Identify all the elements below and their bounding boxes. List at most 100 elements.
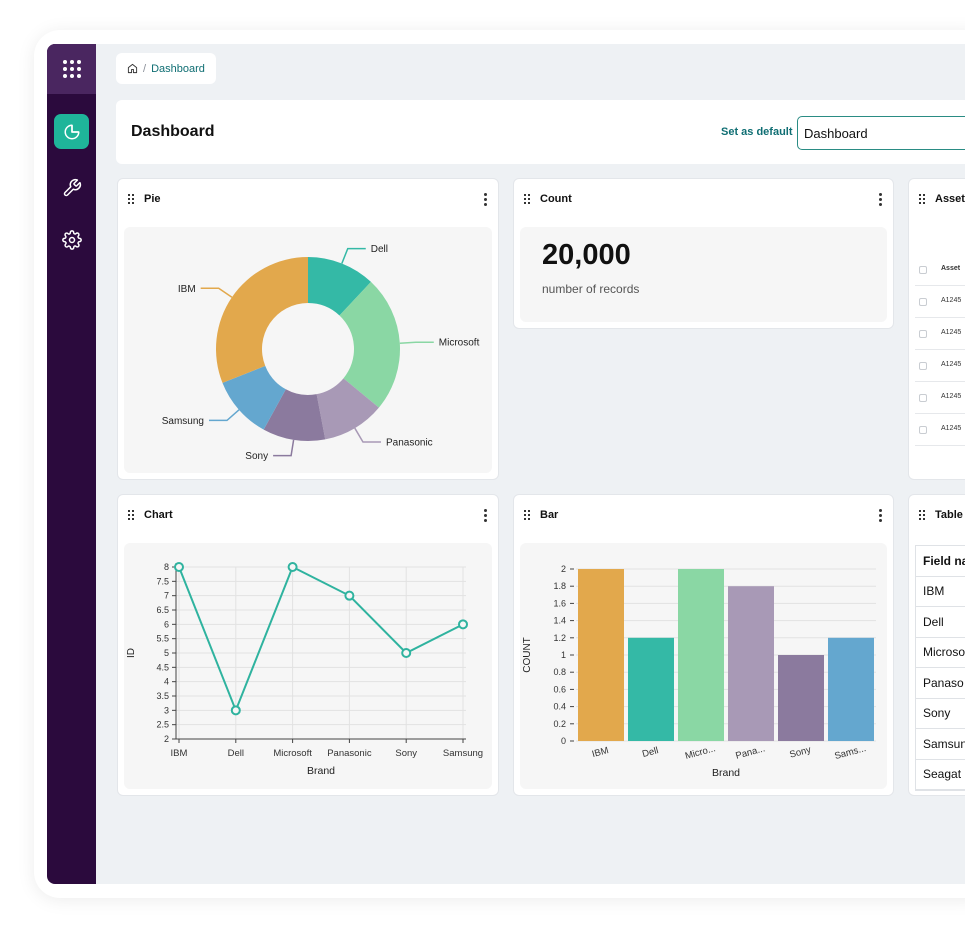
card-header: Table: [909, 495, 965, 535]
row-checkbox[interactable]: [919, 426, 927, 434]
more-options-icon[interactable]: [484, 509, 487, 522]
sidebar: [47, 44, 96, 884]
x-tick-label: Microsoft: [273, 748, 312, 759]
drag-handle-icon[interactable]: [524, 194, 530, 204]
pie-slice: [339, 281, 400, 408]
x-tick-label: Panasonic: [327, 748, 372, 759]
pie-card: Pie Dell Microsoft Panasonic Sony Samsung IBM: [117, 178, 499, 480]
assets-card: Asset Asset A1245 A1245 A1245 A1245 A124…: [908, 178, 965, 480]
x-tick-label: Dell: [641, 745, 660, 760]
more-options-icon[interactable]: [879, 193, 882, 206]
asset-id: A1245: [941, 329, 962, 336]
card-header: Pie: [118, 179, 498, 219]
drag-handle-icon[interactable]: [524, 510, 530, 520]
more-options-icon[interactable]: [484, 193, 487, 206]
table-row[interactable]: A1245: [915, 318, 965, 350]
home-icon[interactable]: [127, 63, 138, 74]
y-tick-label: 8: [164, 562, 169, 572]
y-tick-label: 7: [164, 591, 169, 601]
sidebar-item-dashboards[interactable]: [54, 114, 89, 149]
y-tick-label: 4.5: [156, 662, 169, 672]
row-checkbox[interactable]: [919, 298, 927, 306]
pie-slice: [222, 365, 286, 430]
x-tick-label: Sony: [788, 744, 812, 760]
count-card: Count 20,000 number of records: [513, 178, 894, 329]
table-card: Table Field na IBM Dell Microso Panaso S…: [908, 494, 965, 796]
row-checkbox[interactable]: [919, 362, 927, 370]
table-row[interactable]: Seagat: [916, 760, 965, 790]
table-row[interactable]: Microso: [916, 638, 965, 668]
card-header: Count: [514, 179, 893, 219]
dashboard-select[interactable]: Dashboard: [797, 116, 965, 150]
card-title: Count: [540, 193, 572, 205]
pie-chart: Dell Microsoft Panasonic Sony Samsung IBM: [162, 244, 480, 462]
table-row[interactable]: Panaso: [916, 668, 965, 699]
drag-handle-icon[interactable]: [128, 194, 134, 204]
y-tick-label: 2: [561, 564, 566, 574]
count-area: 20,000 number of records: [520, 227, 887, 322]
pie-leader-line: [341, 247, 366, 264]
sidebar-item-tools[interactable]: [54, 170, 89, 205]
x-tick-label: Pana...: [734, 743, 766, 761]
drag-handle-icon[interactable]: [128, 510, 134, 520]
table-row[interactable]: Dell: [916, 607, 965, 638]
table-row[interactable]: A1245: [915, 286, 965, 318]
y-tick-label: 2.5: [156, 720, 169, 730]
set-as-default-link[interactable]: Set as default: [721, 126, 793, 138]
table-row[interactable]: A1245: [915, 414, 965, 446]
bar: [628, 637, 674, 741]
y-tick-label: 7.5: [156, 576, 169, 586]
x-tick-label: Sony: [395, 748, 417, 759]
table-row[interactable]: IBM: [916, 577, 965, 607]
more-options-icon[interactable]: [879, 509, 882, 522]
bar: [728, 586, 774, 741]
pie-slice: [308, 257, 371, 316]
pie-leader-line: [354, 427, 381, 443]
main-content: / Dashboard Dashboard Set as default Das…: [96, 44, 965, 884]
pie-chart-icon: [64, 124, 79, 139]
y-tick-label: 0.2: [553, 719, 566, 729]
y-tick-label: 1.2: [553, 633, 566, 643]
bar-chart-card: Bar 0 0.2 0.4 0.6 0.8 1 1.2 1.4 1.6 1.8 2 IBM Dell Mi…: [513, 494, 894, 796]
breadcrumb-current[interactable]: Dashboard: [151, 62, 205, 75]
y-tick-label: 5.5: [156, 634, 169, 644]
y-axis-label: ID: [126, 648, 137, 658]
sidebar-item-settings[interactable]: [54, 222, 89, 257]
drag-handle-icon[interactable]: [919, 194, 925, 204]
bar: [828, 637, 874, 741]
select-all-checkbox[interactable]: [919, 266, 927, 274]
card-header: Chart: [118, 495, 498, 535]
data-point: [458, 619, 468, 630]
data-point: [287, 562, 298, 572]
table-header-cell: Field na: [916, 546, 965, 577]
y-tick-label: 5: [164, 648, 169, 658]
gear-icon: [61, 229, 82, 250]
x-axis-label: Brand: [307, 765, 335, 777]
table-row[interactable]: A1245: [915, 382, 965, 414]
table-row[interactable]: A1245: [915, 350, 965, 382]
card-title: Bar: [540, 509, 559, 521]
bar: [578, 569, 624, 741]
card-title: Chart: [144, 509, 173, 521]
card-title: Pie: [144, 193, 161, 205]
data-point: [174, 562, 184, 572]
wrench-icon: [63, 178, 81, 196]
column-header: Asset: [941, 265, 961, 272]
app-launcher-button[interactable]: [47, 44, 96, 94]
card-header: Asset: [909, 179, 965, 219]
data-table: Field na IBM Dell Microso Panaso Sony Sa…: [915, 545, 965, 791]
x-axis-label: Brand: [712, 767, 740, 779]
table-row[interactable]: Samsun: [916, 729, 965, 760]
asset-id: A1245: [941, 297, 962, 304]
y-tick-label: 3.5: [156, 691, 169, 701]
breadcrumb: / Dashboard: [116, 53, 216, 84]
y-tick-label: 0.6: [553, 684, 566, 694]
x-tick-label: Samsung: [443, 748, 483, 759]
y-tick-label: 1: [561, 650, 566, 660]
x-tick-label: Dell: [228, 748, 244, 759]
row-checkbox[interactable]: [919, 394, 927, 402]
drag-handle-icon[interactable]: [919, 510, 925, 520]
row-checkbox[interactable]: [919, 330, 927, 338]
y-tick-label: 6.5: [156, 605, 169, 615]
table-row[interactable]: Sony: [916, 699, 965, 729]
